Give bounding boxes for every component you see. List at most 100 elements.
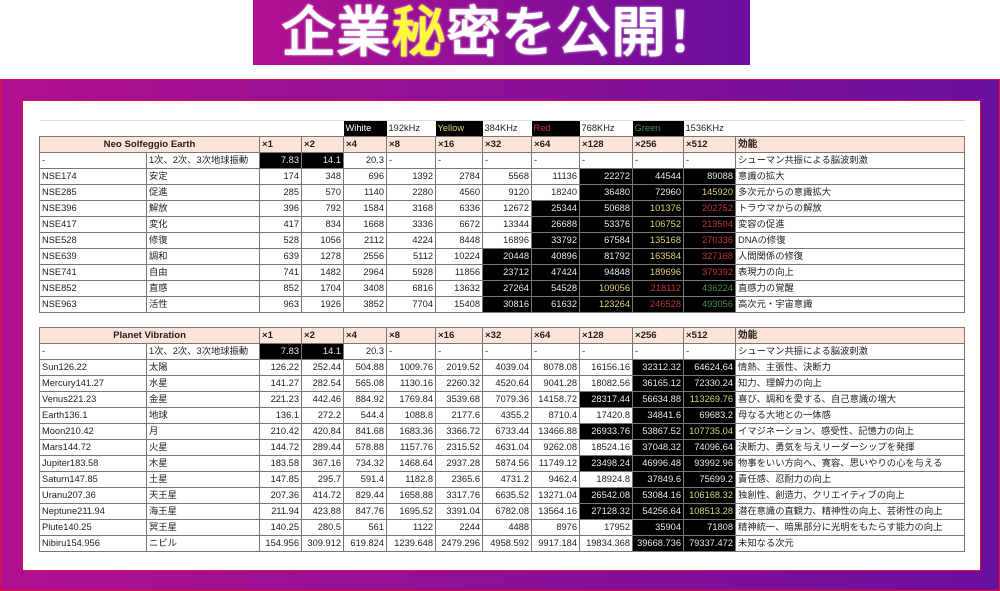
value-cell: 23498.24 xyxy=(579,455,634,472)
value-cell: 829.44 xyxy=(343,487,388,504)
value-cell: 5568 xyxy=(482,168,532,185)
value-cell: 64624.64 xyxy=(683,359,737,376)
value-cell: 26688 xyxy=(531,216,580,233)
value-cell: 136.1 xyxy=(259,407,303,424)
effect-cell: 意識の拡大 xyxy=(735,168,965,185)
value-cell: 44544 xyxy=(632,168,684,185)
value-cell: 144.72 xyxy=(259,439,303,456)
legend-frequency: 1536KHz xyxy=(683,120,736,137)
column-header: ×64 xyxy=(531,136,580,153)
value-cell: 79337.472 xyxy=(683,535,737,552)
value-cell: 93992.96 xyxy=(683,455,737,472)
row-japanese-name: 地球 xyxy=(145,407,261,424)
value-cell: 101376 xyxy=(632,200,684,217)
value-cell: 9917.184 xyxy=(531,535,581,552)
row-japanese-name: 火星 xyxy=(145,439,261,456)
value-cell: 56634.88 xyxy=(632,391,685,408)
column-header: ×256 xyxy=(632,327,685,344)
value-cell: 32312.32 xyxy=(632,359,685,376)
effect-cell: 独創性、創造力、クリエイティブの向上 xyxy=(735,487,966,504)
value-cell: 6733.44 xyxy=(482,423,533,440)
value-cell: 1088.8 xyxy=(386,407,437,424)
value-cell: 1683.36 xyxy=(386,423,437,440)
legend-spacer xyxy=(259,120,302,137)
value-cell: 11749.12 xyxy=(531,455,581,472)
value-cell: 108513.28 xyxy=(683,503,737,520)
value-cell: - xyxy=(435,343,484,360)
column-header: 効能 xyxy=(735,327,966,344)
value-cell: 36480 xyxy=(579,184,633,201)
value-cell: 10224 xyxy=(435,248,483,265)
value-cell: 1140 xyxy=(343,184,387,201)
value-cell: 348 xyxy=(301,168,344,185)
value-cell: 109056 xyxy=(579,280,633,297)
value-cell: 20448 xyxy=(482,248,532,265)
value-cell: 5874.56 xyxy=(482,455,533,472)
row-name: NSE528 xyxy=(39,232,147,249)
row-japanese-name: 直感 xyxy=(146,280,260,297)
table-row: NSE963 活性 963 1926 3852 7704 15408 30816 61632 12… xyxy=(39,296,965,313)
effect-cell: 未知なる次元 xyxy=(735,535,966,552)
value-cell: 107735.04 xyxy=(683,423,737,440)
value-cell: 2937.28 xyxy=(435,455,484,472)
effect-cell: 人間関係の修復 xyxy=(735,248,965,265)
value-cell: 734.32 xyxy=(343,455,388,472)
row-name: NSE417 xyxy=(39,216,147,233)
value-cell: 6816 xyxy=(386,280,436,297)
value-cell: 1769.84 xyxy=(386,391,437,408)
legend-color-label: Wihite xyxy=(343,120,387,137)
effect-cell: 喜び、調和を愛する、自己意識の増大 xyxy=(735,391,966,408)
row-name: Neptune211.94 xyxy=(39,503,147,520)
value-cell: 14.1 xyxy=(301,343,345,360)
value-cell: 3317.76 xyxy=(435,487,484,504)
legend-spacer xyxy=(39,120,147,137)
value-cell: 54256.64 xyxy=(632,503,685,520)
value-cell: 27264 xyxy=(482,280,532,297)
legend-spacer xyxy=(301,120,344,137)
value-cell: 1704 xyxy=(301,280,344,297)
value-cell: 17420.8 xyxy=(579,407,634,424)
table-title: Neo Solfeggio Earth xyxy=(39,136,260,153)
value-cell: 26542.08 xyxy=(579,487,634,504)
value-cell: 14.1 xyxy=(301,152,344,169)
value-cell: 272.2 xyxy=(301,407,345,424)
value-cell: 1584 xyxy=(343,200,387,217)
effect-cell: 高次元・宇宙意識 xyxy=(735,296,965,313)
value-cell: 9462.4 xyxy=(531,471,581,488)
value-cell: 2365.6 xyxy=(435,471,484,488)
value-cell: 619.824 xyxy=(343,535,388,552)
value-cell: 696 xyxy=(343,168,387,185)
headline-part: 企業 xyxy=(281,1,392,64)
row-name: NSE639 xyxy=(39,248,147,265)
table-row: Uranu207.36 天王星 207.36 414.72 829.44 1658.88 3… xyxy=(39,487,966,504)
value-cell: 154.956 xyxy=(259,535,303,552)
value-cell: - xyxy=(632,152,684,169)
value-cell: 1056 xyxy=(301,232,344,249)
value-cell: - xyxy=(482,343,533,360)
value-cell: 578.88 xyxy=(343,439,388,456)
value-cell: 75699.2 xyxy=(683,471,737,488)
value-cell: 1658.88 xyxy=(386,487,437,504)
value-cell: 141.27 xyxy=(259,375,303,392)
value-cell: 367.16 xyxy=(301,455,345,472)
value-cell: 396 xyxy=(259,200,302,217)
value-cell: 1182.8 xyxy=(386,471,437,488)
row-japanese-name: 調和 xyxy=(146,248,260,265)
value-cell: 16156.16 xyxy=(579,359,634,376)
effect-cell: 決断力、勇気を与えリーダーシップを発揮 xyxy=(735,439,966,456)
table-row: Nibiru154.956 ニビル 154.956 309.912 619.824 123… xyxy=(39,535,966,552)
value-cell: 61632 xyxy=(531,296,580,313)
value-cell: 71808 xyxy=(683,519,737,536)
value-cell: 9262.08 xyxy=(531,439,581,456)
value-cell: 37048.32 xyxy=(632,439,685,456)
value-cell: 69683.2 xyxy=(683,407,737,424)
value-cell: 8078.08 xyxy=(531,359,581,376)
table-row: Plute140.25 冥王星 140.25 280.5 561 1122 2244 4488… xyxy=(39,519,966,536)
row-japanese-name: 太陽 xyxy=(145,359,261,376)
value-cell: 94848 xyxy=(579,264,633,281)
gradient-frame: Wihite 192kHz Yellow 384KHz Red 768KHz Green 15… xyxy=(0,79,1000,591)
value-cell: 207.36 xyxy=(259,487,303,504)
value-cell: 39668.736 xyxy=(632,535,685,552)
row-japanese-name: 海王星 xyxy=(145,503,261,520)
value-cell: 33792 xyxy=(531,232,580,249)
